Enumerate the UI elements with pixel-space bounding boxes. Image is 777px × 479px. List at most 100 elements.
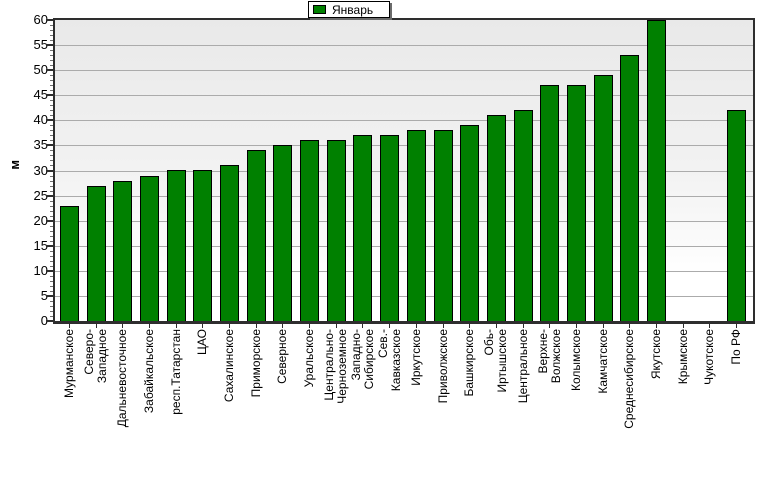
x-category-label-line: Сахалинское (222, 329, 237, 403)
x-tick-mark (442, 324, 444, 328)
bar (140, 176, 160, 321)
x-tick-mark (522, 324, 524, 328)
x-tick-mark (629, 324, 631, 328)
y-minor-tick-mark (50, 210, 53, 212)
y-minor-tick-mark (50, 230, 53, 232)
x-category-label-line: Сев.- (375, 329, 390, 359)
bar (460, 125, 480, 321)
x-category-label-line: По РФ (729, 329, 743, 365)
x-category-label-line: Камчатское (595, 329, 610, 394)
y-minor-tick-mark (50, 240, 53, 242)
bar (113, 181, 133, 321)
y-minor-tick-mark (50, 285, 53, 287)
y-minor-tick-mark (50, 155, 53, 157)
x-tick-mark (495, 324, 497, 328)
bar (326, 140, 346, 321)
x-tick-mark (389, 324, 391, 328)
x-tick-mark (95, 324, 97, 328)
y-tick-mark (46, 219, 53, 222)
y-minor-tick-mark (50, 90, 53, 92)
x-category-label-line: Забайкальское (142, 329, 157, 414)
y-tick-mark (46, 94, 53, 97)
y-tick-mark (46, 269, 53, 272)
y-minor-tick-mark (50, 85, 53, 87)
y-minor-tick-mark (50, 255, 53, 257)
x-category-label-line: Иркутское (408, 329, 423, 386)
bar (486, 115, 506, 321)
gridline (55, 120, 753, 122)
x-tick-mark (709, 324, 711, 328)
y-minor-tick-mark (50, 65, 53, 67)
x-category-label-line: Дальневосточное (115, 329, 130, 428)
x-tick-mark (362, 324, 364, 328)
y-minor-tick-mark (50, 55, 53, 57)
y-tick-mark (46, 44, 53, 47)
y-minor-tick-mark (50, 275, 53, 277)
x-tick-mark (602, 324, 604, 328)
y-minor-tick-mark (50, 30, 53, 32)
y-tick-mark (46, 119, 53, 122)
y-tick-label: 60 (33, 12, 48, 27)
x-category-label-line: Якутское (648, 329, 663, 380)
bar (620, 55, 640, 321)
y-minor-tick-mark (50, 135, 53, 137)
y-minor-tick-mark (50, 110, 53, 112)
y-minor-tick-mark (50, 225, 53, 227)
y-minor-tick-mark (50, 50, 53, 52)
y-tick-label: 25 (33, 187, 48, 203)
gridline (55, 95, 753, 97)
bar (433, 130, 453, 321)
x-category-label-line: респ.Татарстан (168, 329, 183, 415)
x-tick-mark (255, 324, 257, 328)
y-tick-label: 0 (40, 313, 48, 328)
x-tick-mark (175, 324, 177, 328)
y-minor-tick-mark (50, 250, 53, 252)
y-tick-label: 30 (33, 162, 48, 178)
gridline (55, 245, 753, 247)
x-tick-mark (415, 324, 417, 328)
y-minor-tick-mark (50, 215, 53, 217)
y-tick-mark (46, 194, 53, 197)
x-tick-mark (736, 324, 737, 328)
y-minor-tick-mark (50, 80, 53, 82)
y-tick-mark (46, 19, 53, 21)
y-minor-tick-mark (50, 205, 53, 207)
y-minor-tick-mark (50, 300, 53, 302)
y-minor-tick-mark (50, 190, 53, 192)
x-tick-mark (122, 324, 124, 328)
bar (380, 135, 400, 321)
y-tick-mark (46, 144, 53, 147)
x-category-label: По РФ (717, 329, 757, 365)
y-minor-tick-mark (50, 280, 53, 282)
x-category-label-line: Северное (275, 329, 290, 384)
x-tick-mark (309, 324, 311, 328)
y-minor-tick-mark (50, 310, 53, 312)
x-tick-mark (282, 324, 284, 328)
y-minor-tick-mark (50, 125, 53, 127)
y-minor-tick-mark (50, 130, 53, 132)
y-minor-tick-mark (50, 185, 53, 187)
x-category-label-line: ЦАО (195, 329, 210, 355)
y-tick-label: 55 (33, 37, 48, 53)
legend-swatch-icon (313, 5, 326, 14)
y-minor-tick-mark (50, 75, 53, 77)
bar (593, 75, 613, 321)
x-tick-mark (575, 324, 577, 328)
y-tick-mark (46, 244, 53, 247)
bar (166, 170, 186, 321)
x-tick-mark (682, 324, 684, 328)
x-category-label-line: Среднесибирское (622, 329, 637, 429)
bar (273, 145, 293, 321)
y-tick-label: 35 (33, 137, 48, 153)
y-minor-tick-mark (50, 160, 53, 162)
y-minor-tick-mark (50, 165, 53, 167)
bar (566, 85, 586, 321)
x-category-label-line: Чукотское (702, 329, 717, 385)
bar (540, 85, 560, 321)
bar (727, 110, 746, 321)
bar (246, 150, 266, 321)
y-minor-tick-mark (50, 175, 53, 177)
x-category-label-line: Приволжское (435, 329, 450, 404)
bar (86, 186, 106, 321)
y-minor-tick-mark (50, 265, 53, 267)
